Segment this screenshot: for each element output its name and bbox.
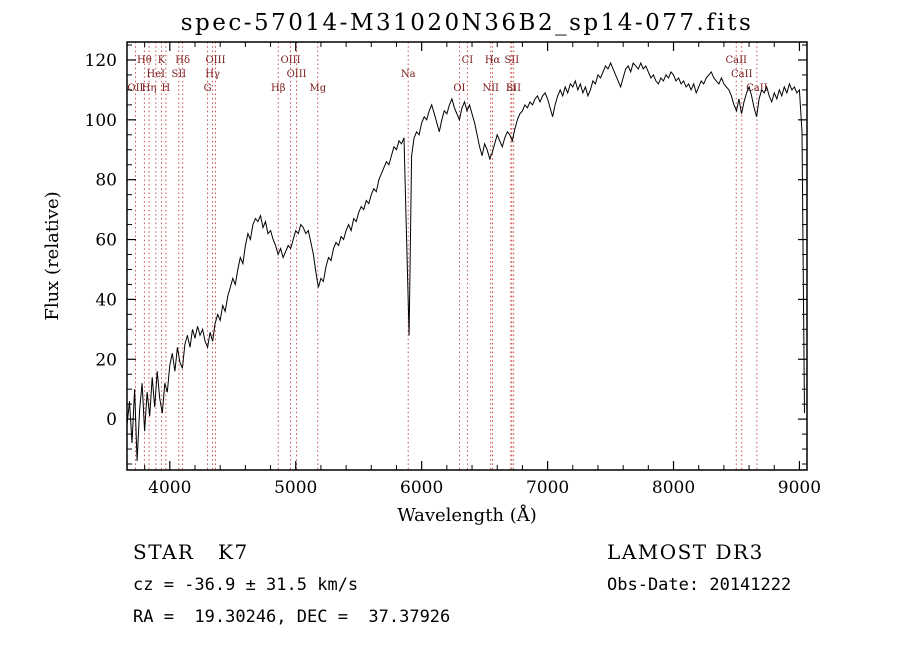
cz-value: cz = -36.9 ± 31.5 km/s bbox=[133, 575, 359, 595]
spectral-line-label: HeI bbox=[147, 69, 166, 80]
spectral-line-label: G bbox=[204, 83, 212, 94]
y-axis-label: Flux (relative) bbox=[42, 191, 63, 320]
spectral-line-label: Li bbox=[506, 83, 516, 94]
spectral-line-markers: OIIHθHηHeIKHSIIHδGHγOIIIHβOIIIOIIIMgNaOI… bbox=[127, 42, 768, 470]
spectral-line-label: Hη bbox=[142, 83, 157, 94]
spectral-line-label: Hγ bbox=[205, 69, 220, 80]
spectral-line-label: OIII bbox=[287, 69, 307, 80]
spectral-line-label: SII bbox=[171, 69, 186, 80]
classification-label: STAR K7 bbox=[133, 540, 249, 564]
spectral-line-label: Hδ bbox=[175, 55, 190, 66]
spectral-line-label: OIII bbox=[205, 55, 225, 66]
x-axis-label: Wavelength (Å) bbox=[397, 504, 537, 526]
spectral-line-label: OIII bbox=[281, 55, 301, 66]
spectral-line-label: CaII bbox=[731, 69, 753, 80]
spectral-line-label: Hα bbox=[485, 55, 501, 66]
plot-frame bbox=[126, 41, 808, 471]
spectrum-trace-group bbox=[127, 61, 805, 462]
spectral-line-label: Na bbox=[401, 69, 416, 80]
x-tick-label: 9000 bbox=[778, 478, 821, 498]
spectral-line-label: OII bbox=[127, 83, 143, 94]
x-tick-label: 6000 bbox=[400, 478, 443, 498]
x-tick-label: 5000 bbox=[274, 478, 317, 498]
y-tick-label: 60 bbox=[95, 231, 117, 251]
y-tick-label: 80 bbox=[95, 171, 117, 191]
spectral-line-label: SII bbox=[504, 55, 519, 66]
y-tick-label: 100 bbox=[85, 111, 117, 131]
spectral-line-label: OI bbox=[453, 83, 465, 94]
spectral-line-label: Hβ bbox=[271, 83, 286, 94]
spectral-line-label: Hθ bbox=[137, 55, 152, 66]
x-tick-label: 7000 bbox=[526, 478, 569, 498]
spectral-line-label: CI bbox=[462, 55, 474, 66]
y-tick-label: 20 bbox=[95, 350, 117, 370]
spectral-line-label: H bbox=[162, 83, 171, 94]
spectral-line-label: NII bbox=[482, 83, 499, 94]
obs-date: Obs-Date: 20141222 bbox=[607, 575, 792, 595]
spectral-line-label: K bbox=[158, 55, 166, 66]
spectral-line-label: CaII bbox=[725, 55, 747, 66]
spectral-line-label: SII bbox=[506, 83, 521, 94]
spectral-line-label: CaII bbox=[746, 83, 768, 94]
survey-label: LAMOST DR3 bbox=[607, 540, 764, 564]
x-tick-label: 8000 bbox=[652, 478, 695, 498]
y-tick-label: 40 bbox=[95, 290, 117, 310]
plot-title: spec-57014-M31020N36B2_sp14-077.fits bbox=[181, 10, 754, 36]
axes: 4000 5000 6000 7000 8000 9000 0 20 40 60 80 100 120 bbox=[85, 41, 821, 498]
spectral-line-label: Mg bbox=[309, 83, 326, 94]
y-tick-label: 0 bbox=[106, 410, 117, 430]
x-tick-label: 4000 bbox=[148, 478, 191, 498]
y-tick-label: 120 bbox=[85, 51, 117, 71]
spectrum-trace bbox=[127, 61, 805, 462]
ra-dec: RA = 19.30246, DEC = 37.37926 bbox=[133, 607, 451, 627]
